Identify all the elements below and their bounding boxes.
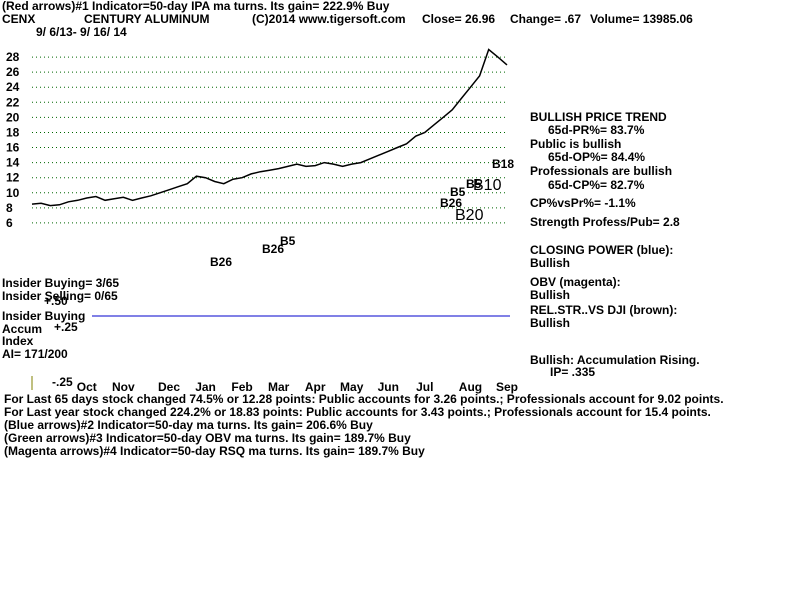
- x-tick-label: Jun: [378, 380, 399, 394]
- footer-line: (Green arrows)#3 Indicator=50-day OBV ma…: [4, 431, 411, 445]
- y-tick-label: 22: [6, 95, 20, 109]
- panel-text: Public is bullish: [530, 137, 621, 151]
- panel-text: +.50: [44, 294, 68, 308]
- x-tick-label: Jan: [195, 380, 216, 394]
- header-field: Volume= 13985.06: [590, 12, 693, 26]
- header-field: (C)2014 www.tigersoft.com: [252, 12, 406, 26]
- panel-text: Bullish: [530, 288, 570, 302]
- x-tick-label: Feb: [231, 380, 252, 394]
- x-tick-label: Oct: [77, 380, 97, 394]
- y-tick-label: 14: [6, 156, 20, 170]
- y-tick-label: 10: [6, 186, 20, 200]
- footer-line: For Last 65 days stock changed 74.5% or …: [4, 392, 724, 406]
- panel-text: Bullish: Accumulation Rising.: [530, 353, 700, 367]
- panel-text: 65d-PR%= 83.7%: [548, 123, 645, 137]
- panel-text: Accum: [2, 322, 42, 336]
- price-line: [31, 48, 508, 207]
- panel-text: OBV (magenta):: [530, 275, 621, 289]
- x-tick-label: Jul: [416, 380, 433, 394]
- header-field: CENX: [2, 12, 35, 26]
- chart-title: (Red arrows)#1 Indicator=50-day IPA ma t…: [2, 0, 390, 13]
- y-tick-label: 12: [6, 171, 20, 185]
- x-tick-label: Sep: [496, 380, 518, 394]
- panel-text: -.25: [52, 375, 73, 389]
- panel-text: Strength Profess/Pub= 2.8: [530, 215, 680, 229]
- footer-line: For Last year stock changed 224.2% or 18…: [4, 405, 711, 419]
- panel-text: 65d-OP%= 84.4%: [548, 150, 645, 164]
- y-tick-label: 16: [6, 141, 20, 155]
- panel-text: Insider Selling= 0/65: [2, 289, 118, 303]
- signal-label: B10: [473, 177, 502, 194]
- signal-label: B5: [450, 185, 466, 199]
- panel-text: +.25: [54, 320, 78, 334]
- panel-text: IP= .335: [550, 365, 595, 379]
- header-field: Change= .67: [510, 12, 581, 26]
- panel-text: Insider Buying: [2, 309, 85, 323]
- panel-text: CP%vsPr%= -1.1%: [530, 196, 636, 210]
- signal-label: B5: [280, 234, 296, 248]
- panel-text: Index: [2, 334, 34, 348]
- signal-label: B20: [455, 207, 484, 224]
- panel-text: AI= 171/200: [2, 347, 68, 361]
- x-tick-label: Dec: [158, 380, 180, 394]
- signal-label: B26: [440, 196, 462, 210]
- header-field: CENTURY ALUMINUM: [84, 12, 210, 26]
- y-tick-label: 26: [6, 65, 20, 79]
- panel-text: Bullish: [530, 316, 570, 330]
- y-tick-label: 6: [6, 216, 13, 230]
- x-tick-label: Apr: [305, 380, 326, 394]
- y-tick-label: 24: [6, 80, 20, 94]
- signal-label: B26: [210, 255, 232, 269]
- y-tick-label: 28: [6, 50, 20, 64]
- panel-text: Bullish: [530, 256, 570, 270]
- footer-line: (Blue arrows)#2 Indicator=50-day ma turn…: [4, 418, 373, 432]
- panel-text: Insider Buying= 3/65: [2, 276, 119, 290]
- signal-label: B26: [262, 242, 284, 256]
- y-tick-label: 20: [6, 110, 20, 124]
- header-field: Close= 26.96: [422, 12, 495, 26]
- signal-label: B18: [492, 157, 514, 171]
- footer-line: (Magenta arrows)#4 Indicator=50-day RSQ …: [4, 444, 425, 458]
- y-tick-label: 18: [6, 125, 20, 139]
- x-tick-label: Nov: [112, 380, 135, 394]
- panel-text: BULLISH PRICE TREND: [530, 110, 667, 124]
- panel-text: REL.STR..VS DJI (brown):: [530, 303, 677, 317]
- panel-text: Professionals are bullish: [530, 164, 672, 178]
- x-tick-label: Aug: [459, 380, 482, 394]
- x-tick-label: Mar: [268, 380, 290, 394]
- y-tick-label: 8: [6, 201, 13, 215]
- panel-text: 65d-CP%= 82.7%: [548, 178, 645, 192]
- signal-label: B5: [466, 177, 482, 191]
- x-tick-label: May: [340, 380, 364, 394]
- panel-text: CLOSING POWER (blue):: [530, 243, 673, 257]
- date-range: 9/ 6/13- 9/ 16/ 14: [36, 25, 127, 39]
